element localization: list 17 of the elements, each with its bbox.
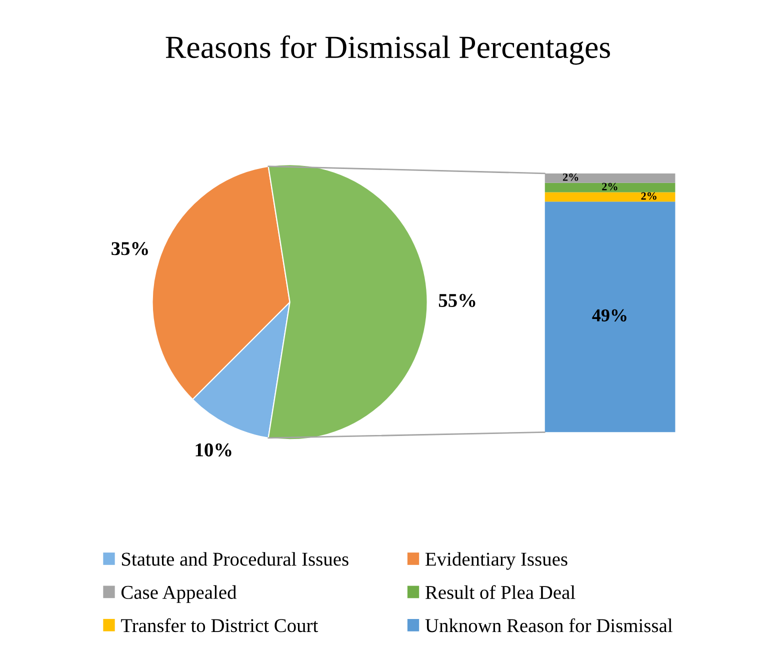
legend-label: Result of Plea Deal xyxy=(425,585,576,600)
bar xyxy=(544,202,676,432)
data-label: 55% xyxy=(438,294,476,308)
data-label: 10% xyxy=(196,443,232,457)
data-label: 2% xyxy=(641,192,656,200)
bar xyxy=(544,192,676,202)
legend-label: Transfer to District Court xyxy=(121,618,318,632)
data-label: 2% xyxy=(602,182,618,190)
data-label: 35% xyxy=(112,242,148,256)
bar xyxy=(544,182,676,192)
legend-label: Statute and Procedural Issues xyxy=(122,552,348,566)
data-label: 49% xyxy=(592,309,626,322)
legend-label: Unknown Reason for Dismissal xyxy=(425,618,672,632)
legend-label: Evidentiary Issues xyxy=(425,552,568,570)
data-label: 2% xyxy=(562,173,578,181)
chart-title: Reasons for Dismissal Percentages xyxy=(166,35,610,65)
legend-label: Case Appealed xyxy=(121,585,237,603)
